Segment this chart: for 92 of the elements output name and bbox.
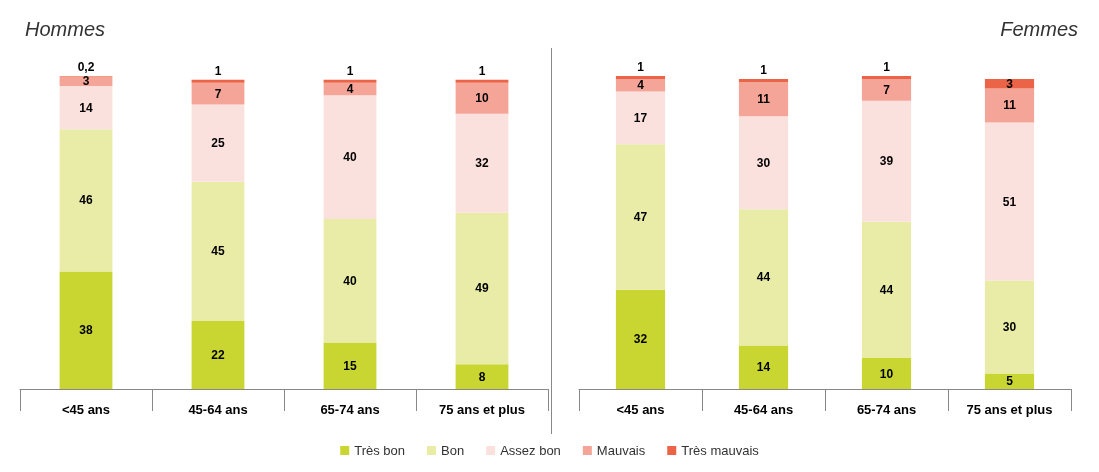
data-label: 0,2 <box>77 60 95 74</box>
bar <box>323 342 377 389</box>
bar <box>191 82 245 105</box>
x-tick-label: 65-74 ans <box>320 402 380 417</box>
data-label: 49 <box>475 281 489 296</box>
data-label: 1 <box>214 63 222 78</box>
x-tick-label: <45 ans <box>61 402 111 417</box>
data-label: 25 <box>211 136 225 151</box>
data-label: 47 <box>633 210 648 225</box>
data-label: 4 <box>346 81 354 96</box>
data-label: 30 <box>1002 320 1017 335</box>
data-label: 14 <box>756 360 771 375</box>
chart-title: Femmes <box>1000 18 1079 40</box>
bar <box>615 289 666 389</box>
data-label: 1 <box>883 60 891 74</box>
bar <box>455 79 509 83</box>
data-label: 40 <box>343 273 357 288</box>
x-tick-label: 75 ans et plus <box>966 402 1053 417</box>
bar <box>861 221 912 359</box>
bar <box>455 82 509 114</box>
data-label: 40 <box>343 150 357 165</box>
data-label: 15 <box>343 358 357 373</box>
legend-label: Bon <box>441 443 465 458</box>
data-label: 11 <box>1003 98 1017 113</box>
bar <box>615 91 666 145</box>
data-label: 8 <box>478 369 486 384</box>
bar <box>455 364 509 389</box>
x-tick-label: 45-64 ans <box>733 402 794 417</box>
data-label: 4 <box>637 78 645 93</box>
x-tick-label: 65-74 ans <box>856 402 917 417</box>
data-label: 5 <box>1006 374 1014 389</box>
bar <box>738 82 789 117</box>
data-label: 51 <box>1002 194 1017 209</box>
bar <box>59 129 113 272</box>
bar <box>861 79 912 101</box>
data-label: 32 <box>633 332 648 347</box>
x-tick-label: 45-64 ans <box>188 402 248 417</box>
data-label: 1 <box>760 63 768 78</box>
x-tick-label: 75 ans et plus <box>439 402 525 417</box>
bar <box>861 100 912 222</box>
bar <box>738 79 789 83</box>
bar <box>861 358 912 389</box>
data-label: 45 <box>211 244 225 259</box>
data-label: 44 <box>879 282 894 297</box>
bar <box>323 79 377 83</box>
legend-label: Mauvais <box>596 443 646 458</box>
data-label: 46 <box>79 193 93 208</box>
data-label: 1 <box>637 60 645 74</box>
x-tick-label: <45 ans <box>616 402 665 417</box>
bar <box>323 95 377 219</box>
data-label: 30 <box>756 155 771 170</box>
data-label: 7 <box>214 86 222 101</box>
bar <box>615 79 666 92</box>
bar <box>984 373 1035 389</box>
data-label: 44 <box>756 270 771 285</box>
data-label: 1 <box>346 63 354 78</box>
bar <box>984 88 1035 123</box>
data-label: 3 <box>1006 76 1014 91</box>
bar <box>738 345 789 389</box>
data-label: 39 <box>879 154 894 169</box>
data-label: 3 <box>82 74 90 89</box>
bar <box>191 104 245 182</box>
bar <box>455 212 509 365</box>
data-label: 14 <box>79 100 93 115</box>
bar <box>615 144 666 290</box>
bar <box>984 280 1035 374</box>
bar <box>738 116 789 210</box>
bar <box>861 76 912 80</box>
bar <box>59 76 113 86</box>
data-label: 10 <box>879 366 894 381</box>
chart-title: Hommes <box>25 18 106 40</box>
data-label: 10 <box>475 91 489 106</box>
bar <box>738 209 789 346</box>
data-label: 17 <box>633 110 648 125</box>
data-label: 22 <box>211 347 225 362</box>
data-label: 1 <box>478 63 486 78</box>
bar <box>191 79 245 83</box>
bar <box>984 122 1035 281</box>
legend-label: Assez bon <box>500 443 561 458</box>
bar <box>615 76 666 80</box>
legend-label: Très bon <box>354 443 406 458</box>
data-label: 32 <box>475 156 489 171</box>
data-label: 11 <box>757 92 771 107</box>
bar <box>455 113 509 213</box>
bar <box>323 218 377 343</box>
legend-label: Très mauvais <box>681 443 760 458</box>
data-label: 38 <box>79 323 93 338</box>
bar <box>191 181 245 321</box>
data-label: 7 <box>883 82 891 97</box>
bar <box>191 320 245 389</box>
bar <box>59 271 113 389</box>
bar <box>59 85 113 130</box>
